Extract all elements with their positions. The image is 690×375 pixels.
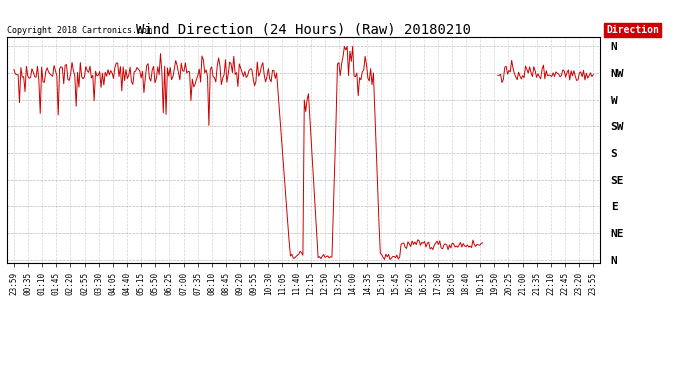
Text: Copyright 2018 Cartronics.com: Copyright 2018 Cartronics.com — [7, 26, 152, 35]
Text: Direction: Direction — [607, 25, 659, 35]
Title: Wind Direction (24 Hours) (Raw) 20180210: Wind Direction (24 Hours) (Raw) 20180210 — [136, 22, 471, 36]
